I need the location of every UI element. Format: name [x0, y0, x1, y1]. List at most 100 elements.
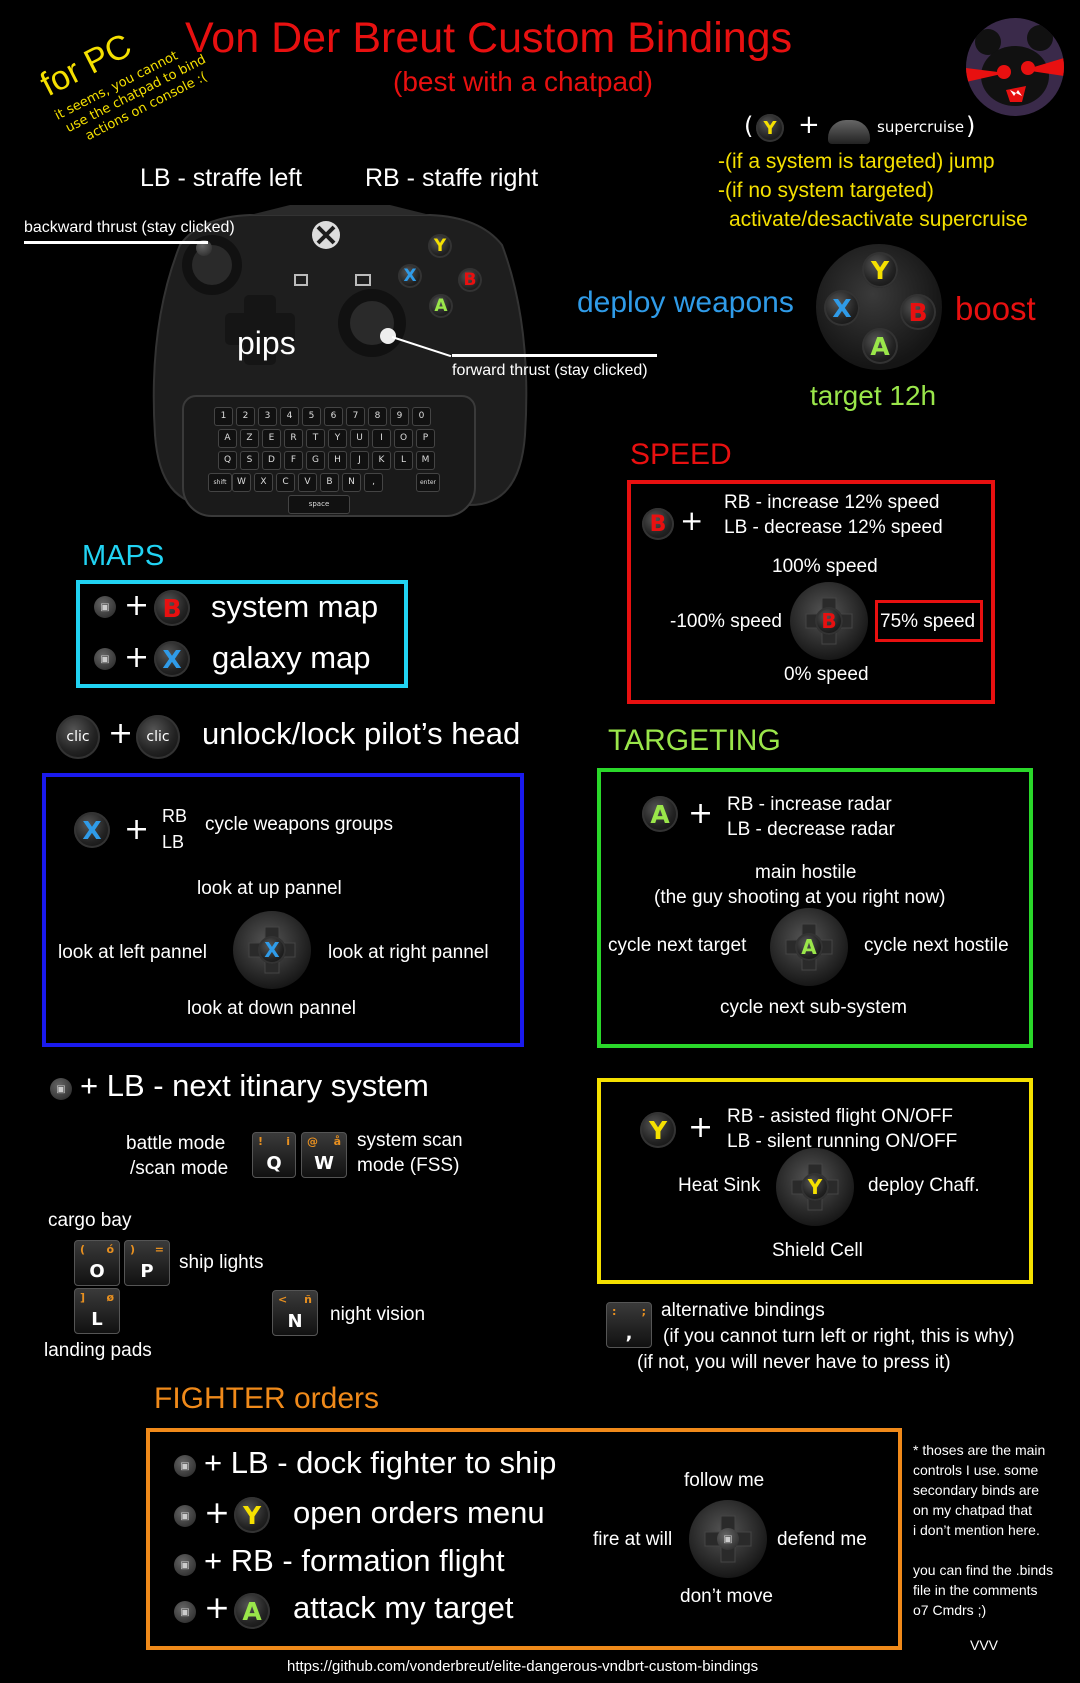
- galaxy-map-label: galaxy map: [212, 640, 371, 675]
- targeting-down-label: cycle next sub-system: [720, 997, 907, 1018]
- targeting-up-label-2: (the guy shooting at you right now): [654, 887, 946, 908]
- chatpad-key: ,: [364, 473, 383, 492]
- supercruise-open-paren: (: [744, 112, 754, 140]
- chatpad-key: 1: [214, 407, 233, 426]
- dock-fighter-label: + LB - dock fighter to ship: [204, 1445, 557, 1480]
- chatpad-key: Q: [218, 451, 237, 470]
- alternative-note-1: (if you cannot turn left or right, this …: [663, 1326, 1015, 1347]
- chatpad-key: Z: [240, 429, 259, 448]
- key-p-label: P: [140, 1261, 154, 1282]
- chatpad-key: 7: [346, 407, 365, 426]
- defense-y-icon: Y: [640, 1112, 676, 1148]
- controller-b-button: B: [458, 268, 482, 292]
- chatpad-key: 3: [258, 407, 277, 426]
- chatpad-key: 6: [324, 407, 343, 426]
- maps-heading: MAPS: [82, 540, 165, 572]
- look-right-label: look at right pannel: [328, 942, 489, 963]
- key-l-sub-2: ø: [106, 1291, 114, 1304]
- head-lock-label: unlock/lock pilot’s head: [202, 716, 521, 751]
- look-left-label: look at left pannel: [58, 942, 207, 963]
- chatpad-key: 4: [280, 407, 299, 426]
- view-button-icon: ▣: [174, 1505, 196, 1527]
- chatpad-space-key: space: [288, 495, 350, 514]
- page-subtitle: (best with a chatpad): [393, 66, 653, 97]
- cycle-weapons-label: cycle weapons groups: [205, 814, 393, 835]
- footer-url[interactable]: https://github.com/vonderbreut/elite-dan…: [287, 1658, 759, 1675]
- speed-up-label: 100% speed: [772, 556, 878, 577]
- page-title: Von Der Breut Custom Bindings: [185, 14, 793, 62]
- next-itinary-label: + LB - next itinary system: [80, 1068, 429, 1103]
- speed-dpad-b-icon: B: [815, 607, 843, 635]
- chatpad-key: enter: [416, 473, 440, 492]
- chatpad-key: M: [416, 451, 435, 470]
- speed-lb-label: LB - decrease 12% speed: [724, 517, 943, 538]
- for-pc-note: for PC it seems, you cannot use the chat…: [18, 0, 246, 154]
- view-button-icon: ▣: [174, 1601, 196, 1623]
- view-button-icon: ▣: [174, 1554, 196, 1576]
- speed-down-label: 0% speed: [784, 664, 869, 685]
- defense-rb-label: RB - asisted flight ON/OFF: [727, 1106, 953, 1127]
- defense-dpad-y-icon: Y: [801, 1173, 829, 1201]
- key-w-sub-1: @: [307, 1135, 318, 1148]
- chatpad-key: V: [298, 473, 317, 492]
- note-line-7: file in the comments: [913, 1582, 1038, 1598]
- orders-y-icon: Y: [234, 1497, 270, 1533]
- avatar: [966, 18, 1064, 116]
- note-line-5: i don’t mention here.: [913, 1522, 1040, 1538]
- cargo-bay-label: cargo bay: [48, 1210, 132, 1231]
- speed-rb-label: RB - increase 12% speed: [724, 492, 940, 513]
- chatpad-key: P: [416, 429, 435, 448]
- key-l-label: L: [91, 1309, 103, 1330]
- right-stick-click-icon: clic: [136, 715, 180, 759]
- ship-lights-label: ship lights: [179, 1252, 264, 1273]
- targeting-rb-label: RB - increase radar: [727, 794, 892, 815]
- supercruise-plus: +: [798, 110, 820, 140]
- key-n-sub-1: <: [278, 1293, 288, 1306]
- key-o-label: O: [89, 1261, 105, 1282]
- targeting-up-label-1: main hostile: [755, 862, 857, 883]
- lb-label: LB - straffe left: [140, 164, 303, 192]
- dont-move-label: don’t move: [680, 1586, 773, 1607]
- back-button-icon: [828, 120, 870, 144]
- alternative-bindings-label: alternative bindings: [661, 1300, 825, 1321]
- targeting-dpad-a-icon: A: [795, 933, 823, 961]
- controller-x-button: X: [398, 264, 422, 288]
- key-comma-label: ,: [625, 1323, 633, 1344]
- chatpad-key: 8: [368, 407, 387, 426]
- key-p-sub-2: =: [154, 1243, 164, 1256]
- targeting-box: [597, 768, 1033, 1048]
- chatpad-key: U: [350, 429, 369, 448]
- targeting-a-icon: A: [642, 796, 678, 832]
- targeting-right-label: cycle next hostile: [864, 935, 1009, 956]
- chatpad-key: D: [262, 451, 281, 470]
- open-orders-label: open orders menu: [293, 1495, 545, 1530]
- key-comma-sub-2: ;: [641, 1305, 646, 1318]
- chatpad-key: H: [328, 451, 347, 470]
- face-a-button: A: [862, 328, 898, 364]
- look-down-label: look at down pannel: [187, 998, 357, 1019]
- key-n-sub-2: ñ: [304, 1293, 312, 1306]
- chatpad-key: J: [350, 451, 369, 470]
- note-line-1: * thoses are the main: [913, 1442, 1046, 1458]
- note-line-3: secondary binds are: [913, 1482, 1040, 1498]
- chatpad-key: A: [218, 429, 237, 448]
- head-plus: +: [108, 716, 134, 751]
- targeting-plus: +: [688, 796, 714, 831]
- note-line-2: controls I use. some: [913, 1462, 1039, 1478]
- face-b-button: B: [900, 294, 936, 330]
- chatpad-key: W: [232, 473, 251, 492]
- landing-pads-label: landing pads: [44, 1340, 152, 1361]
- speed-heading: SPEED: [630, 438, 732, 471]
- key-q: ! i Q: [252, 1132, 296, 1178]
- key-q-label: Q: [266, 1153, 282, 1174]
- deploy-weapons-label: deploy weapons: [577, 286, 794, 319]
- chatpad-key: I: [372, 429, 391, 448]
- chatpad-key: 9: [390, 407, 409, 426]
- supercruise-line-3: activate/desactivate supercruise: [729, 208, 1028, 231]
- targeting-lb-label: LB - decrease radar: [727, 819, 895, 840]
- chatpad-key: E: [262, 429, 281, 448]
- key-w: @ å W: [301, 1132, 347, 1178]
- speed-right-label: 75% speed: [880, 611, 976, 632]
- key-p-sub-1: ): [130, 1243, 136, 1256]
